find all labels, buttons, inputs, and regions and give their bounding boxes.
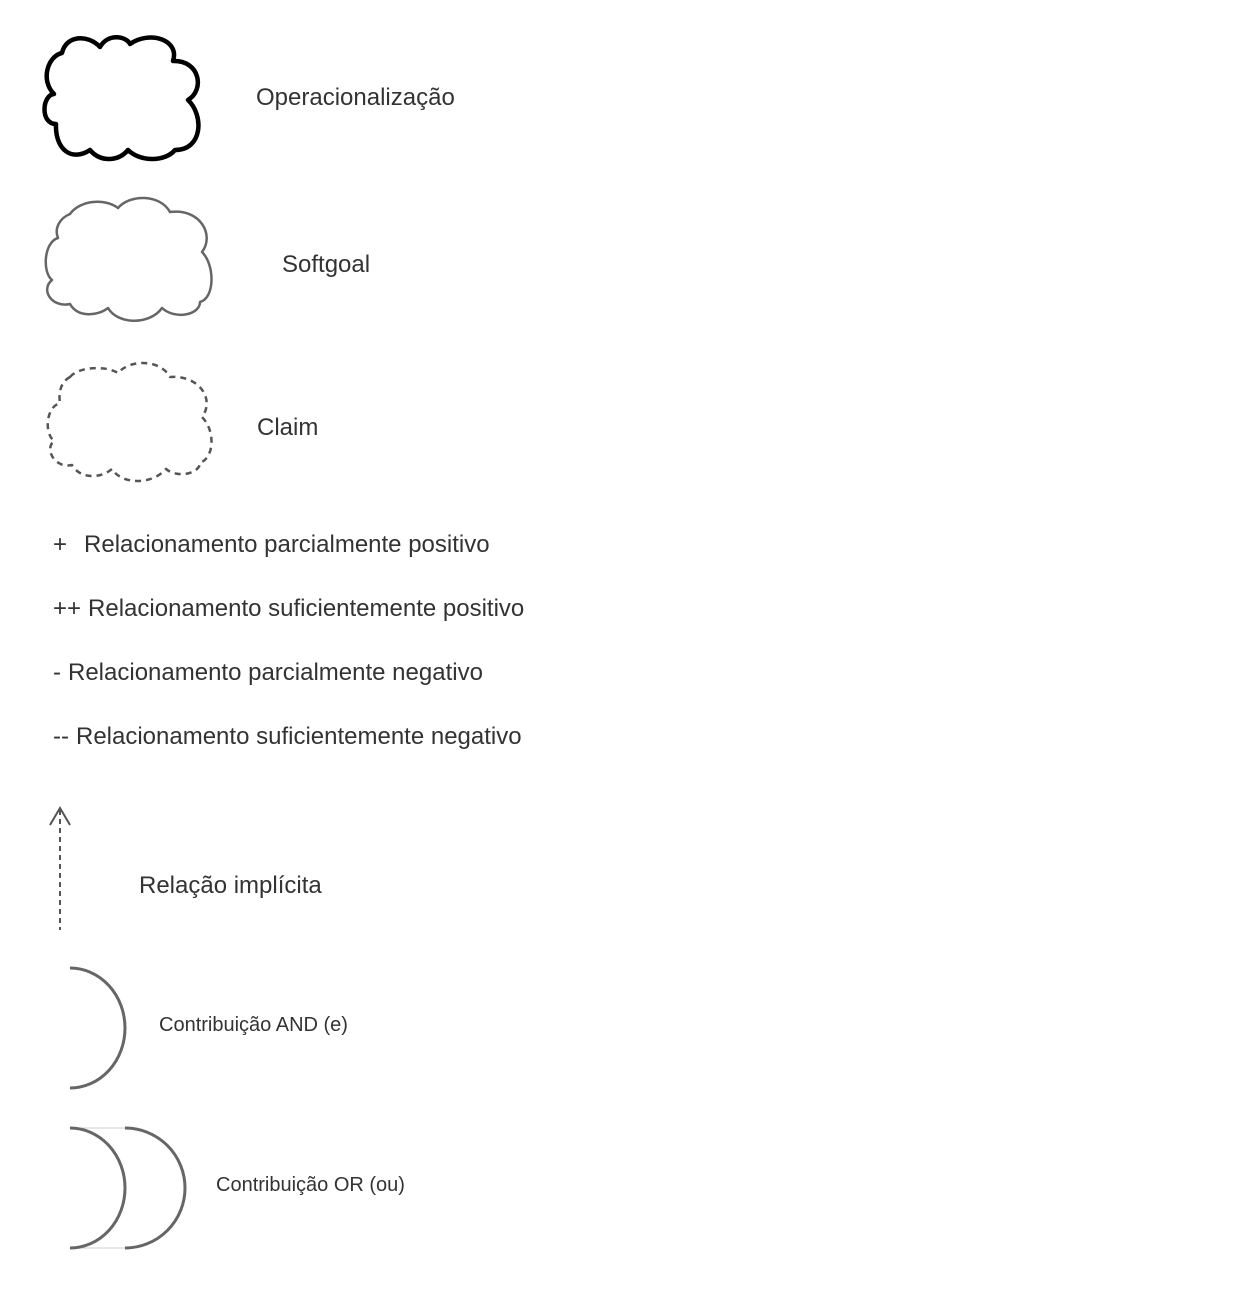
relationship-symbol: -	[53, 659, 61, 686]
cloud-icon	[44, 196, 213, 322]
relationship-symbol: --	[53, 723, 69, 750]
relationship-label: Relacionamento parcialmente negativo	[68, 659, 483, 686]
relationship-symbol: +	[53, 531, 68, 558]
or-contribution-label: Contribuição OR (ou)	[216, 1174, 405, 1196]
relationship-item: -- Relacionamento suficientemente negativ…	[53, 725, 522, 749]
softgoal-label: Softgoal	[282, 251, 371, 278]
relationship-item: - Relacionamento parcialmente negativo	[53, 661, 483, 685]
cloud-bold-icon	[42, 35, 201, 162]
dashed-arrow-up-icon	[49, 806, 71, 930]
claim-label: Claim	[257, 414, 319, 441]
relationship-item: ++ Relacionamento suficientemente positiv…	[53, 597, 524, 621]
relationship-item: + Relacionamento parcialmente positivo	[53, 533, 490, 557]
operationalization-label: Operacionalização	[256, 84, 455, 111]
cloud-dashed-icon	[46, 361, 213, 483]
double-arc-icon	[69, 1126, 187, 1250]
single-arc-icon	[69, 966, 127, 1090]
and-contribution-label: Contribuição AND (e)	[159, 1014, 348, 1036]
relationship-symbol: ++	[53, 595, 82, 622]
relationship-label: Relacionamento parcialmente positivo	[84, 531, 490, 558]
relationship-label: Relacionamento suficientemente positivo	[88, 595, 525, 622]
relationship-label: Relacionamento suficientemente negativo	[75, 723, 522, 750]
implicit-relation-label: Relação implícita	[139, 872, 322, 899]
